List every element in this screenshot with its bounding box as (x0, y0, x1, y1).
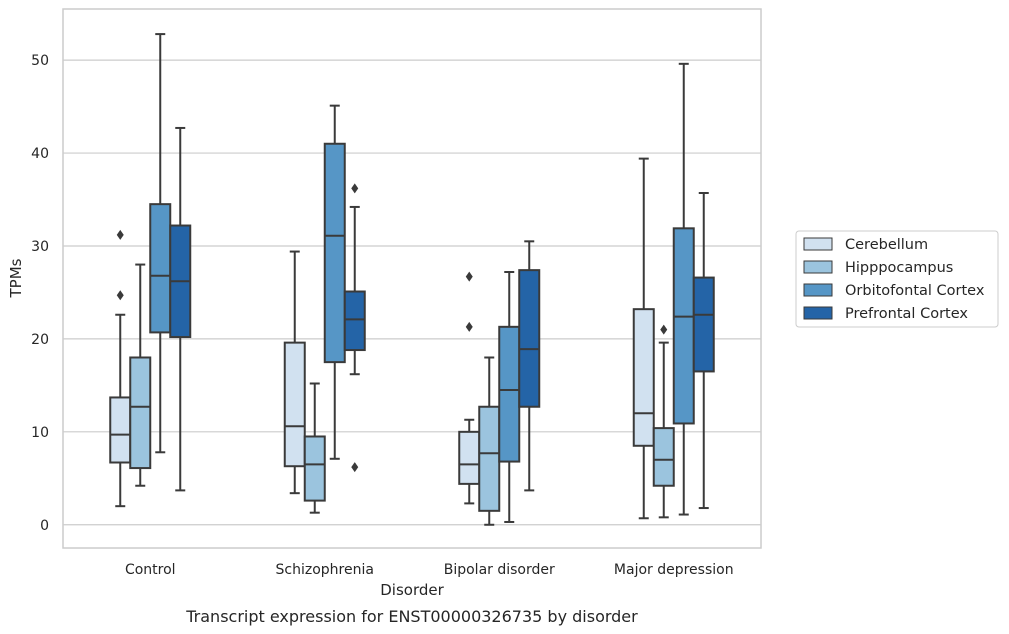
x-axis-title: Disorder (380, 581, 444, 599)
box-cerebellum (632, 157, 655, 520)
box-hipppocampus (129, 263, 152, 487)
y-tick-label: 50 (31, 53, 49, 69)
box-iqr (323, 142, 346, 364)
y-tick-label: 30 (31, 239, 49, 255)
legend-swatch (803, 237, 833, 251)
box-orbitofontal-cortex (672, 62, 695, 516)
legend-label: Prefrontal Cortex (845, 306, 968, 322)
box-iqr (129, 356, 152, 470)
y-tick-label: 0 (40, 518, 49, 534)
legend-label: Hipppocampus (845, 260, 953, 276)
chart-caption: Transcript expression for ENST0000032673… (185, 607, 638, 626)
box-iqr (303, 435, 326, 502)
box-orbitofontal-cortex (323, 104, 346, 460)
box-prefrontal-cortex (343, 183, 366, 473)
box-iqr (109, 396, 132, 464)
legend-label: Orbitofontal Cortex (845, 283, 985, 299)
x-tick-labels: Control Schizophrenia Bipolar disorder Majo… (125, 562, 734, 578)
box-cerebellum (458, 271, 481, 505)
x-tick-label: Control (125, 562, 176, 578)
box-iqr (283, 341, 306, 468)
outlier-point (465, 321, 473, 332)
x-tick-label: Major depression (614, 562, 734, 578)
y-tick-label: 10 (31, 425, 49, 441)
box-hipppocampus (478, 356, 501, 526)
box-orbitofontal-cortex (498, 270, 521, 523)
legend-swatch (803, 306, 833, 320)
box-iqr (652, 427, 675, 487)
box-iqr (478, 405, 501, 512)
outlier-point (465, 271, 473, 282)
box-hipppocampus (652, 324, 675, 519)
outlier-point (351, 462, 359, 473)
box-hipppocampus (303, 382, 326, 514)
outlier-point (351, 183, 359, 194)
outlier-point (116, 229, 124, 240)
y-tick-label: 20 (31, 332, 49, 348)
box-iqr (149, 203, 172, 334)
legend-frame (795, 230, 999, 328)
box-prefrontal-cortex (518, 240, 541, 492)
box-orbitofontal-cortex (149, 33, 172, 454)
legend-swatch (803, 260, 833, 274)
y-tick-label: 40 (31, 146, 49, 162)
outlier-point (116, 290, 124, 301)
box-prefrontal-cortex (692, 192, 715, 510)
y-axis-title: TPMs (7, 258, 25, 298)
box-cerebellum (283, 250, 306, 495)
box-iqr (518, 269, 541, 408)
box-series-group (109, 33, 715, 526)
box-iqr (458, 430, 481, 485)
outlier-point (660, 324, 668, 335)
plot-frame (62, 8, 762, 549)
legend: Cerebellum Hipppocampus Orbitofontal Corte… (795, 230, 999, 328)
box-iqr (632, 308, 655, 447)
x-tick-label: Schizophrenia (276, 562, 374, 578)
box-cerebellum (109, 229, 132, 508)
legend-label: Cerebellum (845, 237, 928, 253)
y-tick-labels: 0 10 20 30 40 50 (31, 53, 49, 534)
x-tick-label: Bipolar disorder (444, 562, 555, 578)
box-iqr (692, 276, 715, 373)
box-iqr (498, 325, 521, 463)
box-iqr (672, 227, 695, 425)
box-prefrontal-cortex (169, 126, 192, 492)
box-iqr (343, 290, 366, 352)
legend-swatch (803, 283, 833, 297)
